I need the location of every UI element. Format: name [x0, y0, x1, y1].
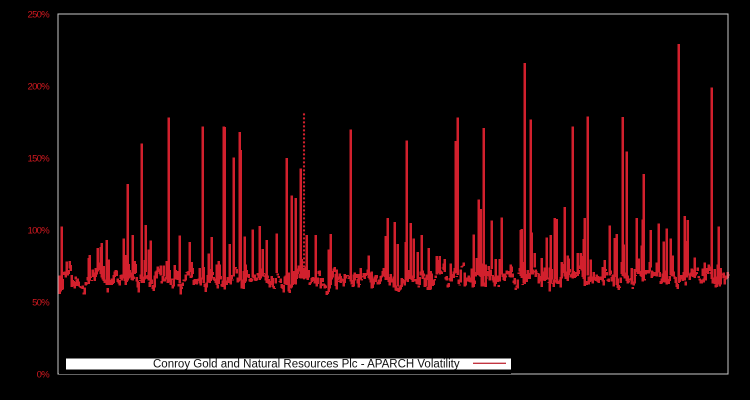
- svg-text:250%: 250%: [28, 9, 51, 20]
- svg-text:150%: 150%: [28, 153, 51, 164]
- svg-text:50%: 50%: [32, 297, 50, 308]
- svg-text:200%: 200%: [28, 81, 51, 92]
- svg-text:0%: 0%: [37, 369, 51, 380]
- svg-text:100%: 100%: [28, 225, 51, 236]
- svg-text:Conroy Gold and Natural Resour: Conroy Gold and Natural Resources Plc - …: [153, 358, 460, 370]
